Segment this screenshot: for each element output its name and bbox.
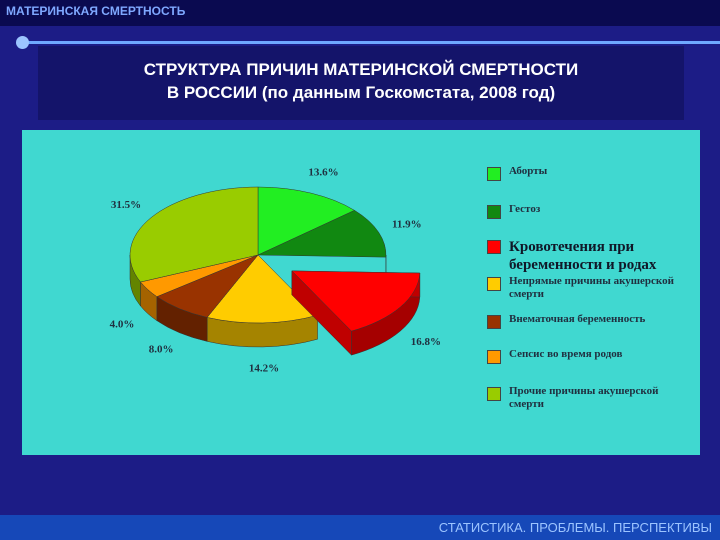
top-bar: МАТЕРИНСКАЯ СМЕРТНОСТЬ (0, 0, 720, 26)
bottom-bar: СТАТИСТИКА. ПРОБЛЕМЫ. ПЕРСПЕКТИВЫ (0, 515, 720, 540)
slice (206, 254, 319, 324)
slice (129, 186, 259, 283)
legend-label: Прочие причины акушерской смерти (509, 385, 659, 410)
legend-item: Аборты (487, 165, 694, 181)
chart-title: СТРУКТУРА ПРИЧИН МАТЕРИНСКОЙ СМЕРТНОСТИ (143, 60, 579, 79)
data-label: 11.9% (392, 218, 422, 230)
title-box: СТРУКТУРА ПРИЧИН МАТЕРИНСКОЙ СМЕРТНОСТИ … (38, 46, 684, 120)
legend-item: Прочие причины акушерской смерти (487, 385, 694, 411)
data-label: 31.5% (111, 199, 141, 211)
dot (16, 36, 29, 49)
legend-label: Непрямые причины акушерской смерти (509, 275, 674, 300)
footer: СТАТИСТИКА. ПРОБЛЕМЫ. ПЕРСПЕКТИВЫ (438, 520, 712, 535)
slice (257, 186, 356, 256)
header: МАТЕРИНСКАЯ СМЕРТНОСТЬ (6, 4, 186, 18)
data-label: 16.8% (411, 336, 441, 348)
legend-swatch (487, 387, 501, 401)
legend-item: Непрямые причины акушерской смерти (487, 275, 694, 301)
legend-label: Сепсис во время родов (509, 348, 623, 360)
legend-label: Гестоз (509, 203, 541, 215)
legend-item: Внематочная беременность (487, 313, 694, 329)
legend-swatch (487, 277, 501, 291)
data-label: 14.2% (249, 362, 279, 374)
legend-swatch (487, 240, 501, 254)
legend-swatch (487, 205, 501, 219)
legend-label: Внематочная беременность (509, 313, 646, 325)
legend-item: Сепсис во время родов (487, 348, 694, 364)
legend-label: Аборты (509, 165, 548, 177)
data-label: 8.0% (149, 344, 174, 356)
legend-item: Гестоз (487, 203, 694, 219)
pie-chart: 13.6% 11.9% 14.2% 8.0% 4.0% 31.5% 16.8% (110, 167, 441, 375)
slice (291, 270, 421, 332)
legend-item: Кровотечения при беременности и родах (487, 238, 694, 274)
data-label: 13.6% (308, 167, 338, 179)
legend-swatch (487, 350, 501, 364)
slice (257, 210, 387, 258)
rule (22, 41, 720, 44)
legend-swatch (487, 167, 501, 181)
data-label: 4.0% (110, 318, 135, 330)
legend-label: Кровотечения при беременности и родах (509, 239, 657, 273)
chart-panel: 13.6% 11.9% 14.2% 8.0% 4.0% 31.5% 16.8% Аборты… (22, 130, 700, 455)
legend-swatch (487, 315, 501, 329)
chart-subtitle: В РОССИИ (по данным Госкомстата, 2008 го… (166, 83, 556, 102)
